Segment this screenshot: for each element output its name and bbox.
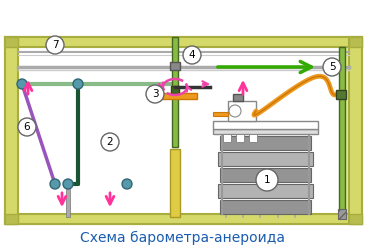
FancyBboxPatch shape [170,149,180,217]
FancyBboxPatch shape [336,90,346,99]
Circle shape [323,58,341,76]
Text: 5: 5 [329,62,335,72]
FancyBboxPatch shape [5,37,362,224]
Circle shape [122,179,132,189]
FancyBboxPatch shape [236,134,244,142]
Circle shape [101,133,119,151]
FancyBboxPatch shape [153,93,197,99]
FancyBboxPatch shape [220,200,311,214]
Text: Схема барометра-анероида: Схема барометра-анероида [80,231,286,245]
FancyBboxPatch shape [213,121,318,129]
FancyBboxPatch shape [5,37,18,47]
FancyBboxPatch shape [220,168,311,182]
Text: 6: 6 [24,122,30,132]
FancyBboxPatch shape [66,184,70,217]
FancyBboxPatch shape [213,112,228,116]
FancyBboxPatch shape [233,94,243,101]
Circle shape [17,79,27,89]
FancyBboxPatch shape [338,209,346,219]
Circle shape [183,46,201,64]
FancyBboxPatch shape [5,37,18,224]
Circle shape [50,179,60,189]
FancyBboxPatch shape [349,214,362,224]
FancyBboxPatch shape [249,134,257,142]
FancyBboxPatch shape [172,37,178,147]
FancyBboxPatch shape [171,86,179,94]
Circle shape [18,118,36,136]
FancyBboxPatch shape [223,134,231,142]
FancyBboxPatch shape [339,47,345,217]
Text: 3: 3 [152,89,158,99]
FancyBboxPatch shape [18,47,346,217]
FancyBboxPatch shape [349,37,362,224]
FancyBboxPatch shape [5,37,362,47]
FancyBboxPatch shape [213,129,318,134]
Circle shape [146,85,164,103]
FancyBboxPatch shape [220,136,311,150]
FancyBboxPatch shape [170,62,180,70]
Text: 7: 7 [52,40,58,50]
Text: 2: 2 [107,137,113,147]
FancyBboxPatch shape [5,214,18,224]
Circle shape [63,179,73,189]
Text: 1: 1 [264,175,270,185]
FancyBboxPatch shape [218,152,313,166]
FancyBboxPatch shape [349,37,362,47]
FancyBboxPatch shape [218,184,313,198]
Circle shape [73,79,83,89]
Circle shape [256,169,278,191]
Circle shape [229,105,241,117]
Text: 4: 4 [189,50,195,60]
FancyBboxPatch shape [228,101,256,121]
Circle shape [46,36,64,54]
FancyBboxPatch shape [5,214,362,224]
